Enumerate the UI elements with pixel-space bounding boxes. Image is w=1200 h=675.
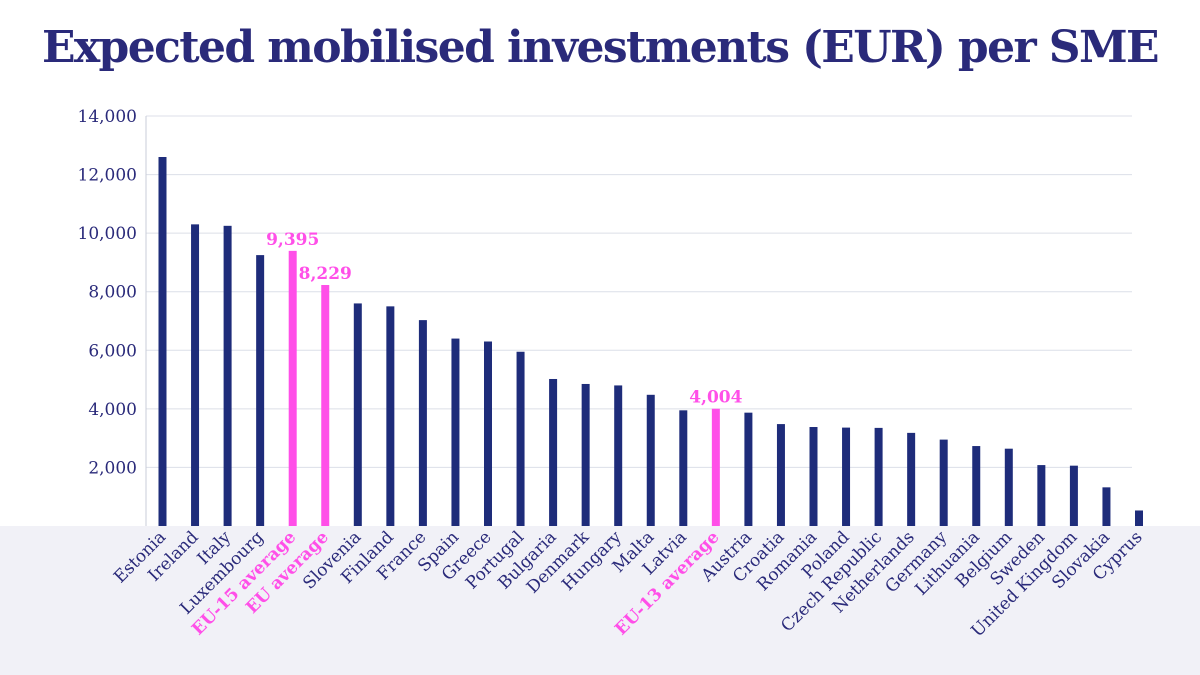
bar: [939, 439, 948, 526]
bar: [549, 378, 558, 526]
bar: [1135, 510, 1143, 526]
bar: [776, 424, 785, 526]
y-tick-label: 8,000: [88, 283, 137, 303]
bar: [581, 383, 590, 526]
bar: [711, 408, 720, 526]
bar: [874, 427, 883, 526]
footer-band: [0, 526, 1200, 675]
bar: [256, 255, 265, 526]
y-tick-label: 6,000: [88, 341, 137, 361]
bar: [972, 446, 981, 526]
bar: [353, 303, 362, 526]
bar: [842, 427, 851, 526]
bar: [1004, 448, 1013, 526]
bar: [516, 351, 525, 526]
bar: [191, 224, 200, 526]
bar: [386, 306, 395, 526]
bar: [321, 285, 330, 526]
bar: [679, 410, 688, 526]
y-tick-label: 14,000: [78, 107, 137, 127]
chart-title: Expected mobilised investments (EUR) per…: [41, 22, 1160, 73]
bar: [907, 432, 916, 526]
bar: [418, 320, 427, 526]
data-label: 4,004: [689, 388, 742, 408]
data-label: 8,229: [299, 264, 352, 284]
y-tick-label: 4,000: [88, 400, 137, 420]
y-tick-label: 10,000: [78, 224, 137, 244]
bar: [646, 394, 655, 526]
bar: [451, 338, 460, 526]
data-label: 9,395: [266, 230, 319, 250]
bar: [1069, 465, 1078, 526]
y-tick-label: 2,000: [88, 458, 137, 478]
bar: [223, 225, 232, 527]
bar: [614, 385, 623, 526]
bar: [288, 250, 297, 526]
bar: [809, 427, 818, 526]
bar: [744, 412, 753, 526]
bar: [158, 157, 167, 526]
bar: [1037, 465, 1046, 526]
bar: [484, 341, 492, 526]
y-tick-label: 12,000: [78, 166, 137, 186]
bar: [1102, 487, 1111, 526]
